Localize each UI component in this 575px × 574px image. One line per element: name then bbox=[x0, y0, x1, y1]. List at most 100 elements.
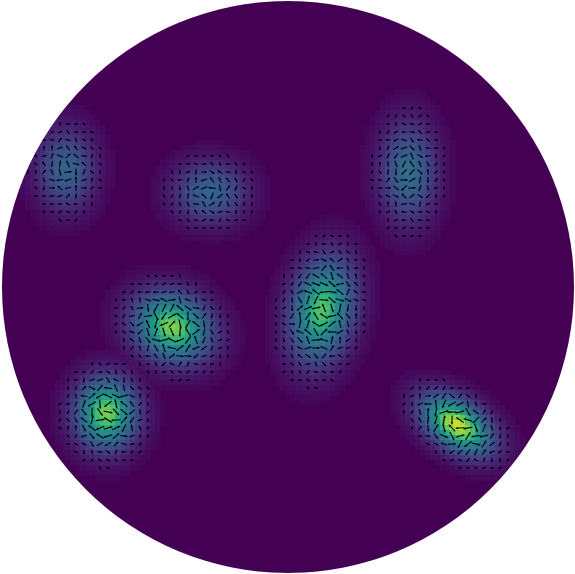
quiver-arrow bbox=[331, 139, 333, 141]
heat-cell bbox=[420, 430, 426, 436]
heat-cell bbox=[405, 235, 411, 241]
heat-cell bbox=[370, 265, 376, 271]
heat-cell bbox=[115, 325, 121, 331]
heat-cell bbox=[485, 430, 491, 436]
heat-cell bbox=[60, 105, 66, 111]
heat-cell bbox=[280, 255, 286, 261]
heat-cell bbox=[130, 425, 136, 431]
quiver-arrow bbox=[371, 19, 373, 21]
heat-cell bbox=[210, 155, 216, 161]
quiver-arrow bbox=[19, 227, 21, 229]
heat-cell bbox=[440, 165, 446, 171]
heat-cell bbox=[90, 390, 96, 396]
quiver-arrow bbox=[267, 171, 269, 173]
heat-cell bbox=[85, 420, 91, 426]
heat-cell bbox=[220, 370, 226, 376]
quiver-arrow bbox=[483, 195, 485, 197]
quiver-arrow bbox=[259, 11, 261, 13]
heat-cell bbox=[465, 420, 471, 426]
heat-cell bbox=[240, 335, 246, 341]
heat-cell bbox=[55, 430, 61, 436]
quiver-arrow bbox=[234, 185, 238, 191]
heat-cell bbox=[230, 160, 236, 166]
heat-cell bbox=[360, 165, 366, 171]
heat-cell bbox=[425, 195, 431, 201]
heat-cell bbox=[135, 280, 141, 286]
heat-cell bbox=[100, 355, 106, 361]
quiver-arrow bbox=[99, 99, 101, 101]
heat-cell bbox=[160, 400, 166, 406]
heat-cell bbox=[140, 280, 146, 286]
heat-cell bbox=[175, 205, 181, 211]
heat-cell bbox=[375, 315, 381, 321]
quiver-arrow bbox=[250, 178, 254, 182]
heat-cell bbox=[70, 185, 76, 191]
heat-cell bbox=[405, 375, 411, 381]
quiver-arrow bbox=[475, 107, 477, 109]
quiver-arrow bbox=[83, 99, 85, 101]
quiver-arrow bbox=[339, 75, 341, 77]
heat-cell bbox=[80, 460, 86, 466]
heat-cell bbox=[145, 390, 151, 396]
heat-cell bbox=[235, 185, 241, 191]
heat-cell bbox=[420, 100, 426, 106]
heat-cell bbox=[315, 335, 321, 341]
heat-cell bbox=[370, 195, 376, 201]
heat-cell bbox=[80, 175, 86, 181]
heat-cell bbox=[130, 270, 136, 276]
heat-cell bbox=[265, 200, 271, 206]
heat-cell bbox=[120, 415, 126, 421]
quiver-arrow bbox=[219, 59, 221, 61]
heat-cell bbox=[320, 270, 326, 276]
quiver-arrow bbox=[43, 219, 45, 221]
heat-cell bbox=[330, 260, 336, 266]
heat-cell bbox=[180, 295, 186, 301]
quiver-arrow bbox=[403, 59, 405, 61]
heat-cell bbox=[290, 390, 296, 396]
heat-cell bbox=[270, 280, 276, 286]
heat-cell bbox=[175, 370, 181, 376]
quiver-arrow bbox=[307, 227, 309, 229]
heat-cell bbox=[60, 180, 66, 186]
heat-cell bbox=[390, 395, 396, 401]
heat-cell bbox=[485, 395, 491, 401]
heat-cell bbox=[220, 235, 226, 241]
heat-cell bbox=[210, 180, 216, 186]
heat-cell bbox=[170, 160, 176, 166]
heat-cell bbox=[205, 340, 211, 346]
heat-cell bbox=[65, 400, 71, 406]
heat-cell bbox=[105, 315, 111, 321]
heat-cell bbox=[240, 195, 246, 201]
heat-cell bbox=[125, 360, 131, 366]
quiver-arrow bbox=[499, 99, 501, 101]
heat-cell bbox=[335, 340, 341, 346]
heat-cell bbox=[150, 435, 156, 441]
heat-cell bbox=[175, 160, 181, 166]
quiver-arrow bbox=[170, 170, 174, 174]
quiver-arrow bbox=[275, 75, 277, 77]
quiver-arrow bbox=[355, 51, 357, 53]
heat-cell bbox=[75, 130, 81, 136]
quiver-arrow bbox=[419, 91, 421, 93]
quiver-arrow bbox=[427, 75, 429, 77]
heat-cell bbox=[100, 470, 106, 476]
heat-cell bbox=[165, 295, 171, 301]
quiver-arrow bbox=[442, 186, 446, 190]
heat-cell bbox=[60, 135, 66, 141]
heat-cell bbox=[410, 220, 416, 226]
quiver-arrow bbox=[379, 35, 381, 37]
heat-cell bbox=[155, 350, 161, 356]
quiver-arrow bbox=[75, 227, 77, 229]
heat-cell bbox=[385, 100, 391, 106]
quiver-arrow bbox=[499, 147, 501, 149]
heat-cell bbox=[250, 205, 256, 211]
heat-cell bbox=[285, 255, 291, 261]
heat-cell bbox=[450, 140, 456, 146]
quiver-arrow bbox=[307, 195, 309, 197]
quiver-arrow bbox=[451, 179, 453, 181]
heat-cell bbox=[245, 160, 251, 166]
quiver-arrow bbox=[515, 163, 517, 165]
heat-cell bbox=[325, 255, 331, 261]
quiver-arrow bbox=[283, 3, 285, 5]
heat-cell bbox=[400, 400, 406, 406]
